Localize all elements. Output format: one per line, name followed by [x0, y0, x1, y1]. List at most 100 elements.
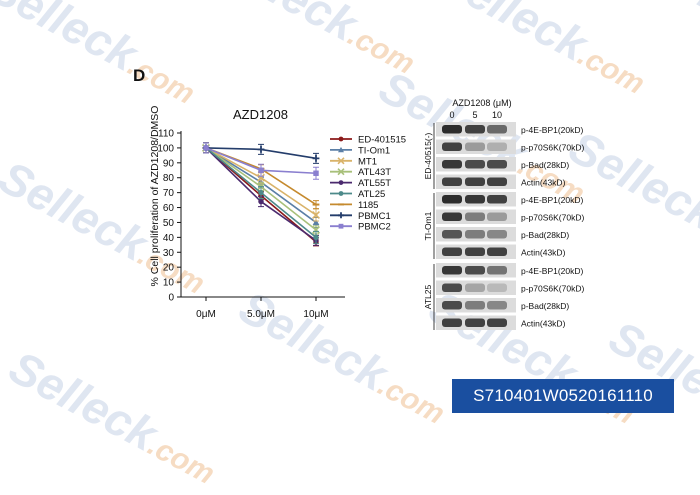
blot-band: [465, 212, 485, 221]
cell-line-label: TI-Om1: [423, 211, 433, 240]
data-point: [337, 157, 345, 165]
band-label: p-4E-BP1(20kD): [521, 125, 584, 135]
band-label: p-Bad(28kD): [521, 160, 569, 170]
y-tick-label: 100: [157, 143, 174, 154]
y-tick-label: 110: [158, 129, 174, 140]
blot-band: [465, 283, 485, 292]
y-tick-label: 10: [163, 278, 175, 289]
band-label: Actin(43kD): [521, 247, 566, 257]
legend-label: ED-401515: [358, 135, 406, 146]
blot-band: [487, 247, 507, 256]
legend-label: MT1: [358, 156, 377, 167]
blot-band: [465, 247, 485, 256]
data-point: [338, 180, 344, 186]
band-label: Actin(43kD): [521, 318, 566, 328]
blot-band: [487, 318, 507, 327]
legend-item: 1185: [330, 200, 378, 211]
legend-label: ATL25: [358, 189, 385, 200]
data-point: [312, 154, 320, 162]
legend-item: ATL25: [330, 189, 385, 200]
legend-label: ATL55T: [358, 178, 391, 189]
blot-band: [487, 177, 507, 186]
blot-band: [442, 212, 462, 221]
data-point: [203, 145, 209, 151]
blot-band: [487, 266, 507, 275]
x-tick-label: 5.0μM: [247, 309, 275, 320]
blot-band: [442, 142, 462, 151]
data-point: [258, 167, 264, 173]
band-label: p-Bad(28kD): [521, 230, 569, 240]
y-tick-label: 50: [163, 218, 175, 229]
y-tick-label: 30: [163, 248, 175, 259]
legend-label: PBMC1: [358, 211, 391, 222]
band-label: p-4E-BP1(20kD): [521, 266, 584, 276]
data-point: [313, 234, 319, 241]
panel-letter: D: [133, 66, 146, 85]
x-tick-label: 0μM: [196, 309, 216, 320]
legend-item: ED-401515: [330, 135, 406, 146]
data-point: [338, 212, 344, 219]
legend-label: 1185: [358, 200, 378, 211]
catalog-number-badge: S710401W0520161110: [452, 379, 674, 413]
blot-band: [442, 230, 462, 239]
data-point: [338, 191, 344, 196]
blot-band: [487, 160, 507, 169]
legend-item: PBMC1: [330, 211, 391, 222]
blot-band: [465, 142, 485, 151]
dose-label: 10: [492, 110, 502, 120]
data-point: [338, 136, 344, 142]
blot-group: ED-40515(-) p-4E-BP1(20kD) p-p70S6K(70kD) p…: [423, 122, 584, 189]
blot-band: [442, 283, 462, 292]
blot-band: [487, 125, 507, 134]
blot-band: [487, 212, 507, 221]
legend-label: ATL43T: [358, 167, 391, 178]
y-tick-label: 0: [168, 293, 174, 304]
data-point: [338, 146, 344, 153]
dose-label: 0: [449, 110, 454, 120]
data-point: [338, 223, 344, 229]
legend-label: PBMC2: [358, 222, 391, 233]
western-blot: AZD1208 (μM) 0 5 10 ED-40515(-) p-4E-BP1(20kD…: [423, 98, 584, 330]
blot-band: [442, 266, 462, 275]
data-point: [313, 170, 319, 176]
blot-band: [487, 195, 507, 204]
blot-band: [465, 125, 485, 134]
cell-line-label: ATL25: [423, 285, 433, 310]
band-label: Actin(43kD): [521, 177, 566, 187]
dose-label: 5: [472, 110, 477, 120]
blot-band: [442, 195, 462, 204]
data-point: [257, 173, 265, 182]
blot-band: [442, 301, 462, 310]
data-point: [258, 189, 264, 196]
blot-band: [465, 160, 485, 169]
blot-band: [442, 125, 462, 134]
series-PBMC2: [203, 142, 319, 180]
y-tick-label: 70: [163, 188, 175, 199]
blot-band: [465, 195, 485, 204]
band-label: p-4E-BP1(20kD): [521, 195, 584, 205]
blot-band: [487, 301, 507, 310]
legend-item: ATL55T: [330, 178, 391, 189]
x-tick-label: 10μM: [303, 309, 328, 320]
legend-item: PBMC2: [330, 222, 391, 233]
y-tick-label: 20: [163, 263, 175, 274]
legend-item: MT1: [330, 156, 377, 167]
legend-item: ATL43T: [330, 167, 391, 178]
data-point: [258, 198, 264, 205]
band-label: p-p70S6K(70kD): [521, 212, 584, 222]
blot-band: [442, 318, 462, 327]
cell-line-label: ED-40515(-): [423, 132, 433, 179]
blot-band: [487, 230, 507, 239]
figure-panel-d: D AZD1208 % Cell proliferation of AZD120…: [133, 66, 674, 413]
data-point: [312, 225, 320, 234]
data-point: [312, 211, 320, 219]
data-point: [312, 219, 320, 226]
blot-band: [442, 177, 462, 186]
blot-band: [465, 177, 485, 186]
blot-band: [442, 247, 462, 256]
blot-band: [442, 160, 462, 169]
proliferation-line-chart: 0 10 20 30 40 50 60 70 80 90 100 110 0μM 5.0μM 10μM ED-…: [157, 129, 406, 321]
band-label: p-p70S6K(70kD): [521, 142, 584, 152]
blot-band: [487, 142, 507, 151]
blot-band: [465, 301, 485, 310]
